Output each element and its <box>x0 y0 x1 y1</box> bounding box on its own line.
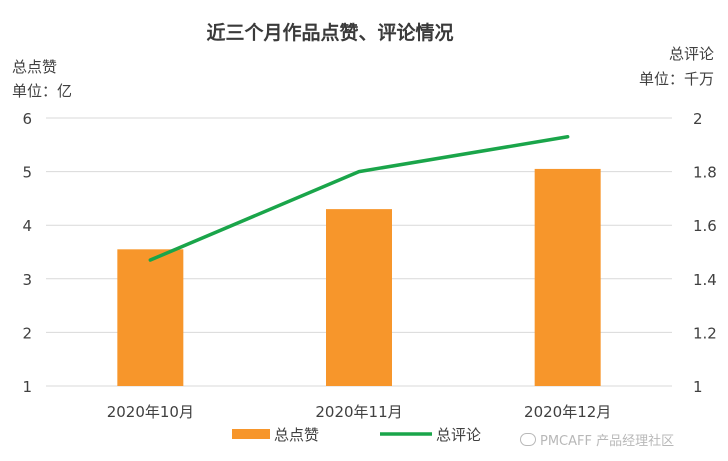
left-tick-label: 4 <box>22 217 32 235</box>
x-tick-label: 2020年12月 <box>524 403 611 421</box>
left-tick-label: 5 <box>22 164 32 182</box>
line-series <box>148 135 570 262</box>
bar <box>326 209 392 386</box>
legend-bar-label: 总点赞 <box>274 426 319 444</box>
left-tick-label: 2 <box>22 324 32 342</box>
x-axis-ticks: 2020年10月 2020年11月 2020年12月 <box>107 403 612 421</box>
right-axis-ticks: 1 1.2 1.4 1.6 1.8 2 <box>693 110 717 396</box>
left-tick-label: 1 <box>22 378 32 396</box>
bar <box>117 249 184 386</box>
chat-bubble-icon <box>520 433 536 446</box>
right-tick-label: 1 <box>693 378 703 396</box>
legend-bar-swatch <box>232 429 270 439</box>
right-tick-label: 1.2 <box>693 324 717 342</box>
left-axis-ticks: 1 2 3 4 5 6 <box>22 110 32 396</box>
right-axis-unit: 单位：千万 <box>638 70 714 88</box>
watermark-text: PMCAFF 产品经理社区 <box>540 434 675 449</box>
legend: 总点赞 总评论 <box>232 426 481 444</box>
right-tick-label: 2 <box>693 110 703 128</box>
x-tick-label: 2020年10月 <box>107 403 194 421</box>
left-tick-label: 3 <box>22 271 32 289</box>
right-tick-label: 1.6 <box>693 217 717 235</box>
right-axis-title: 总评论 <box>668 45 714 63</box>
left-axis-unit: 单位：亿 <box>12 82 73 100</box>
left-tick-label: 6 <box>22 110 32 128</box>
x-tick-label: 2020年11月 <box>315 403 402 421</box>
bar-series <box>117 168 601 386</box>
line-path <box>148 135 570 262</box>
watermark: PMCAFF 产品经理社区 <box>520 430 674 449</box>
bar <box>534 168 601 386</box>
right-tick-label: 1.8 <box>693 164 717 182</box>
left-axis-title: 总点赞 <box>12 58 58 76</box>
right-tick-label: 1.4 <box>693 271 717 289</box>
chart-title: 近三个月作品点赞、评论情况 <box>206 22 454 44</box>
legend-line-label: 总评论 <box>436 426 481 444</box>
